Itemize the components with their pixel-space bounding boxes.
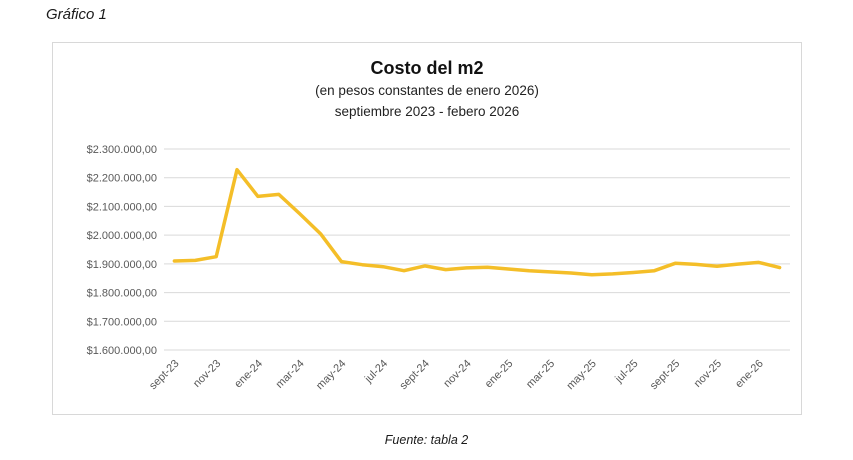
x-tick-label: nov-24: [441, 358, 473, 390]
x-tick-label: may-24: [314, 358, 348, 392]
plot-area: $1.600.000,00 $1.700.000,00 $1.800.000,00 $…: [87, 144, 790, 392]
x-tick-label: ene-26: [733, 358, 766, 391]
figure-label: Gráfico 1: [46, 6, 107, 23]
x-tick-label: mar-24: [274, 358, 307, 391]
y-tick-label: $2.300.000,00: [87, 144, 157, 156]
x-tick-label: ene-24: [232, 358, 265, 391]
x-tick-label: ene-25: [483, 358, 516, 391]
source-note: Fuente: tabla 2: [384, 433, 469, 447]
chart-title: Costo del m2: [370, 58, 484, 78]
x-tick-label: nov-25: [692, 358, 724, 390]
y-tick-label: $1.900.000,00: [87, 259, 157, 271]
chart-subtitle-line2: septiembre 2023 - febero 2026: [334, 104, 520, 119]
x-tick-label: sept-24: [398, 358, 432, 392]
x-tick-label: mar-25: [524, 358, 557, 391]
y-tick-label: $2.000.000,00: [87, 230, 157, 242]
chart-frame: $1.600.000,00 $1.700.000,00 $1.800.000,00 $…: [52, 42, 802, 415]
x-tick-label: sept-25: [648, 358, 682, 392]
x-tick-label: sept-23: [147, 358, 181, 392]
x-tick-label: jul-24: [362, 358, 390, 386]
y-tick-label: $1.700.000,00: [87, 316, 157, 328]
chart-title-block: Costo del m2 (en pesos constantes de ene…: [53, 56, 801, 122]
x-tick-label: jul-25: [612, 358, 640, 386]
chart-subtitle-line1: (en pesos constantes de enero 2026): [315, 83, 539, 98]
x-tick-label: may-25: [564, 358, 598, 392]
y-tick-label: $1.600.000,00: [87, 345, 157, 357]
y-tick-label: $2.200.000,00: [87, 173, 157, 185]
y-tick-label: $2.100.000,00: [87, 201, 157, 213]
y-tick-label: $1.800.000,00: [87, 288, 157, 300]
x-tick-label: nov-23: [191, 358, 223, 390]
cost-line-series: [172, 167, 782, 277]
